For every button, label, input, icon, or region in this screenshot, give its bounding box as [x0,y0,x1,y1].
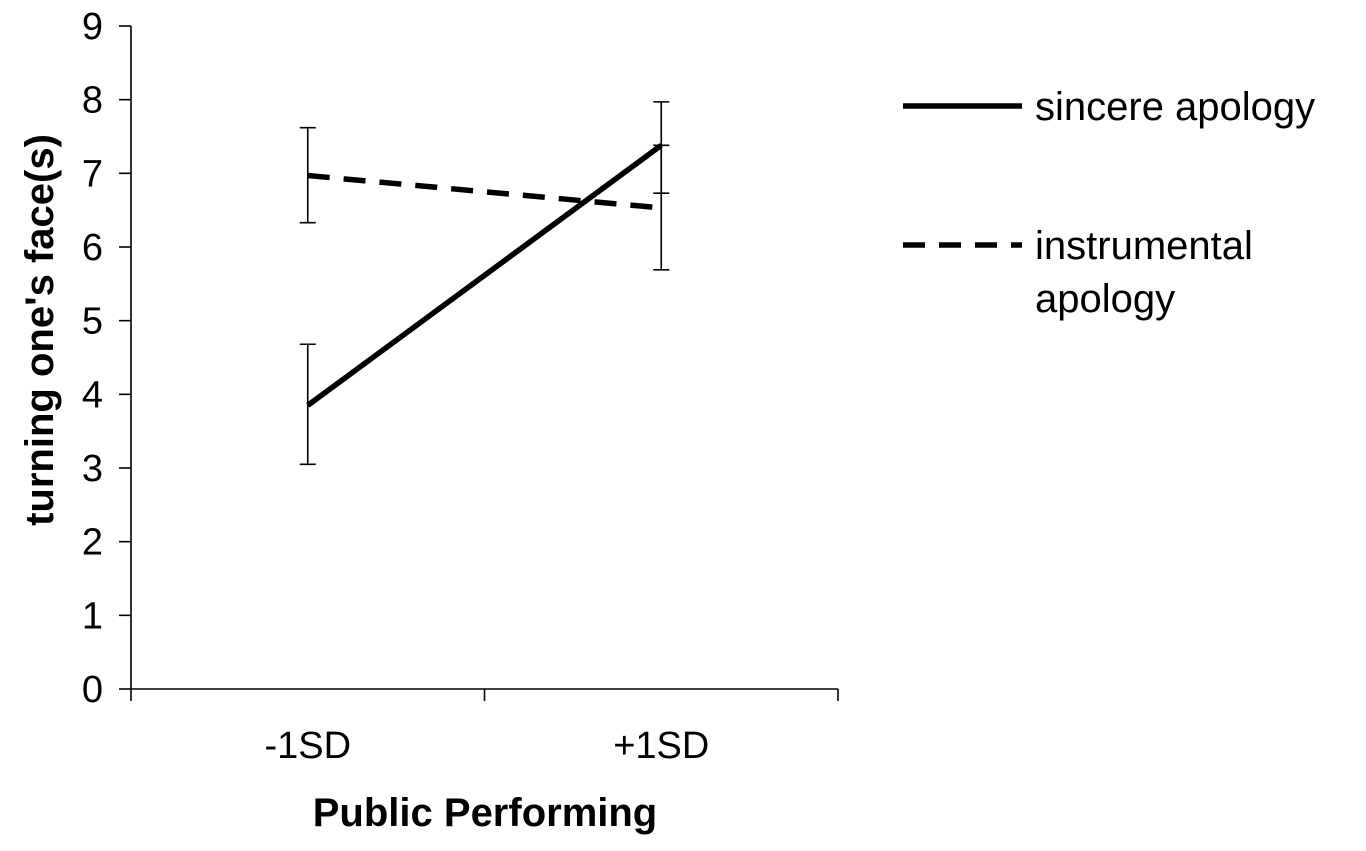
x-tick-label: -1SD [264,725,351,767]
y-tick-label: 8 [82,80,103,122]
x-axis-title: Public Performing [313,791,658,835]
axes [119,25,839,701]
y-tick-label: 5 [82,301,103,343]
legend-label: sincere apology [1035,85,1315,129]
y-tick-label: 6 [82,227,103,269]
error-bars [299,101,670,466]
y-tick-label: 0 [82,669,103,711]
y-tick-label: 7 [82,153,103,195]
y-tick-label: 4 [82,374,103,416]
series-line-instrumental-apology [307,172,662,211]
series-line-sincere-apology [306,143,663,408]
y-tick-label: 3 [82,448,103,490]
y-axis-title: turning one's face(s) [18,134,62,526]
series-lines [306,143,663,408]
tick-labels: 0 1 2 3 4 5 6 7 8 9 -1SD +1SD [82,6,709,767]
y-tick-label: 1 [82,595,103,637]
legend: sincere apology instrumental apology [903,85,1315,321]
x-tick-label: +1SD [613,725,709,767]
legend-label: instrumental apology [1035,224,1253,321]
y-tick-label: 9 [82,6,103,48]
y-tick-label: 2 [82,522,103,564]
